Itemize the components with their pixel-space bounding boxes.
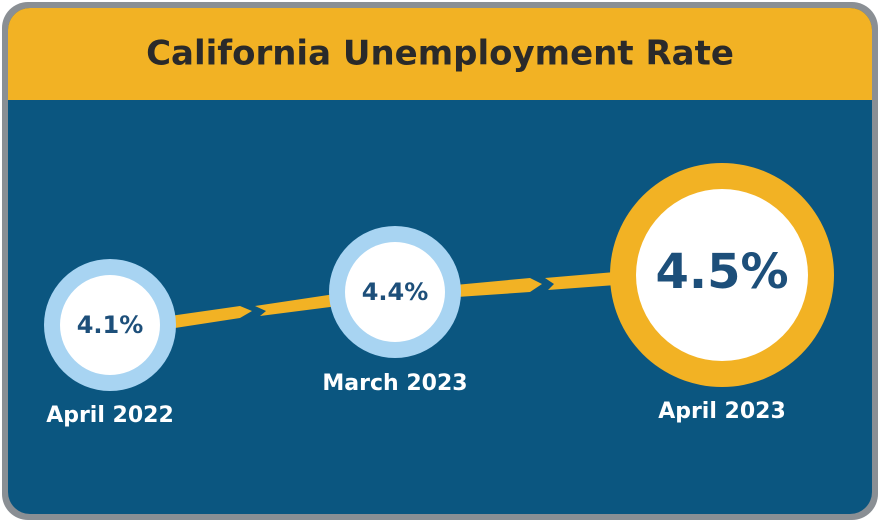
date: April 2022: [46, 403, 174, 428]
connector-segment: [170, 306, 252, 328]
rate: 4.5%: [655, 244, 788, 300]
disc: [60, 275, 160, 375]
rate: 4.4%: [362, 278, 429, 306]
title: California Unemployment Rate: [146, 34, 734, 74]
connector-segment: [455, 278, 542, 297]
connector: [170, 272, 616, 328]
date: April 2023: [658, 399, 786, 424]
disc: [636, 189, 808, 361]
date: March 2023: [322, 371, 467, 396]
connector-segment: [545, 272, 616, 290]
rate: 4.1%: [77, 311, 144, 339]
connector-segment: [255, 294, 338, 316]
disc: [345, 242, 445, 342]
header-band: [8, 8, 872, 100]
